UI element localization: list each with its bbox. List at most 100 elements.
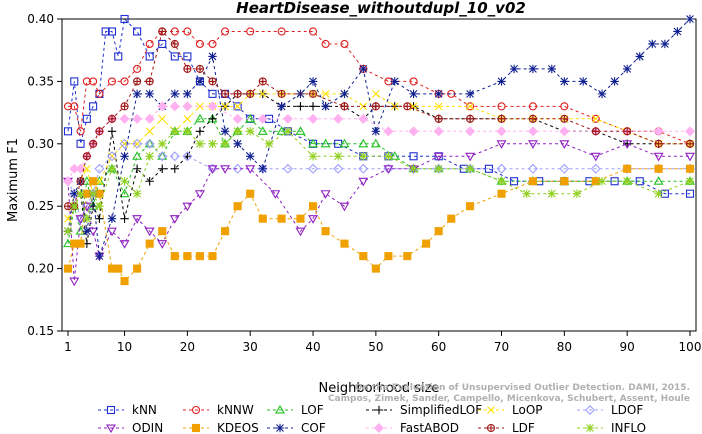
point-ldof (232, 163, 243, 174)
point-knn (170, 52, 179, 61)
point-knnw (120, 77, 129, 86)
legend-marker-loop (487, 406, 495, 414)
point-lof (257, 126, 268, 135)
point-inflo (220, 139, 230, 148)
point-lof (339, 138, 350, 148)
point-cof (509, 64, 519, 74)
legend-marker-lof (275, 404, 285, 414)
point-kdeos (195, 252, 204, 261)
point-knnw (145, 39, 154, 49)
point-cof (208, 52, 217, 61)
point-ldof (559, 163, 570, 174)
watermark-line-1: On the Evaluation of Unsupervised Outlie… (355, 383, 690, 393)
legend-label-loop: LoOP (512, 403, 543, 417)
point-fastabod (653, 126, 664, 137)
series-odin (63, 140, 695, 287)
point-ldf (560, 114, 569, 123)
point-knnw (321, 39, 330, 49)
series-ldf (63, 27, 695, 211)
legend-item-cof: COF (267, 421, 326, 434)
point-loop (196, 102, 204, 111)
point-odin (622, 140, 633, 149)
point-cof (220, 127, 230, 136)
point-inflo (195, 139, 205, 148)
point-loop (183, 114, 192, 123)
point-inflo (434, 164, 443, 173)
point-odin (559, 140, 570, 149)
point-odin (496, 140, 507, 149)
point-ldf (528, 114, 537, 123)
point-ldf (591, 127, 600, 136)
point-kdeos (654, 164, 663, 173)
point-ldf (685, 139, 695, 148)
point-odin (295, 227, 306, 237)
point-knn (114, 52, 123, 61)
point-ldf (434, 114, 443, 123)
legend-marker-simplifiedlof (374, 405, 384, 415)
point-kdeos (434, 227, 443, 236)
legend-label-fastabod: FastABOD (400, 421, 459, 434)
point-fastabod (144, 113, 155, 124)
point-cof (120, 152, 129, 161)
point-odin (653, 152, 664, 162)
point-cof (597, 89, 607, 99)
point-odin (107, 227, 117, 237)
point-loop (64, 214, 72, 223)
legend-label-ldof: LDOF (611, 403, 643, 417)
point-lof (119, 188, 130, 198)
point-fastabod (132, 113, 143, 124)
point-inflo (384, 152, 393, 161)
point-odin (220, 165, 231, 174)
point-fastabod (169, 101, 180, 112)
x-tick-label: 30 (243, 340, 258, 354)
x-tick-label: 10 (117, 340, 132, 354)
legend-item-fastabod: FastABOD (366, 421, 459, 434)
point-inflo (120, 177, 129, 186)
legend-marker-ldf (486, 423, 496, 433)
point-knn (82, 114, 91, 123)
point-lof (358, 138, 369, 148)
point-ldof (590, 163, 601, 174)
point-fastabod (433, 126, 444, 137)
x-axis-label: Neighborhood size (319, 381, 440, 396)
point-inflo (95, 202, 104, 211)
point-loop (434, 102, 443, 111)
point-loop (221, 102, 229, 111)
point-ldof (333, 163, 344, 174)
point-inflo (170, 127, 180, 136)
point-inflo (208, 139, 217, 148)
point-ldf (403, 102, 412, 111)
x-tick-label: 50 (368, 340, 383, 354)
point-ldf (145, 77, 154, 86)
point-odin (157, 240, 168, 249)
legend-label-knnw: kNNW (217, 403, 254, 417)
legend-item-lof: LOF (267, 403, 324, 417)
point-knn (120, 14, 129, 24)
point-ldf (623, 127, 632, 136)
point-cof (497, 77, 506, 86)
point-kdeos (371, 264, 380, 273)
x-tick-label: 60 (431, 340, 446, 354)
point-cof (547, 64, 556, 74)
point-inflo (145, 152, 154, 161)
point-odin (182, 202, 193, 212)
point-loop (321, 89, 330, 98)
point-odin (339, 202, 350, 212)
series-inflo (63, 127, 695, 236)
point-ldf (107, 114, 117, 123)
point-cof (170, 89, 180, 99)
series-line-cof (67, 18, 691, 257)
point-odin (119, 240, 130, 249)
point-lof (94, 176, 105, 185)
point-odin (75, 215, 86, 224)
point-odin (465, 152, 476, 162)
point-kdeos (384, 252, 393, 261)
point-lof (75, 226, 86, 235)
point-cof (409, 89, 418, 99)
point-odin (144, 227, 155, 237)
point-cof (340, 89, 349, 99)
point-ldof (182, 151, 193, 162)
point-ldof (358, 163, 369, 174)
point-simplifiedlof (145, 177, 154, 186)
y-axis: 0.15 0.20 0.25 0.30 0.35 0.40 (27, 12, 62, 338)
